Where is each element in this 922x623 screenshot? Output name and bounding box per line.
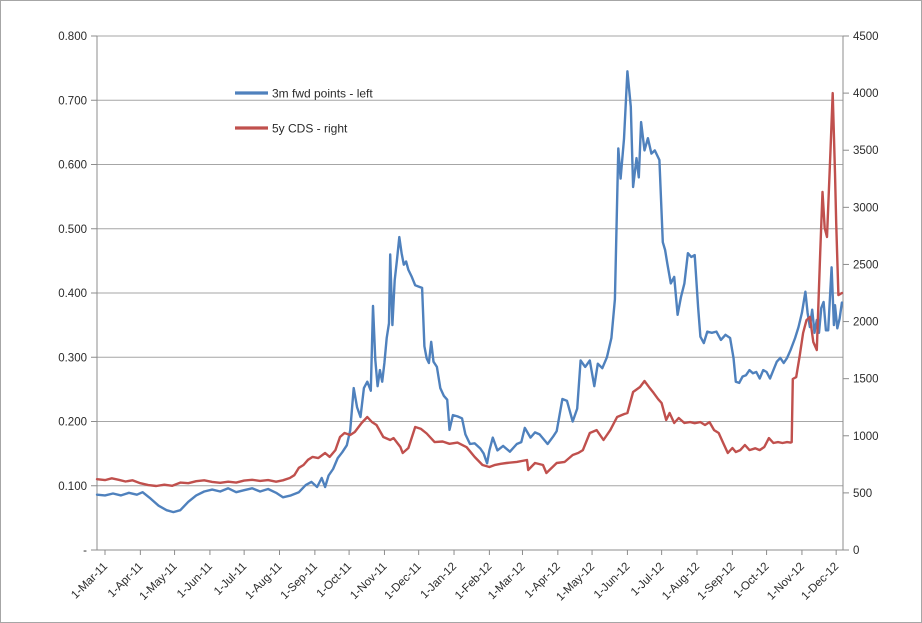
legend-label-cds: 5y CDS - right [272,122,348,136]
x-axis-tick-label: 1-Dec-11 [382,561,423,602]
x-axis-tick-label: 1-Jun-12 [592,561,633,602]
left-axis-tick-label: 0.300 [58,352,87,364]
x-axis-tick-label: 1-Aug-11 [243,561,284,602]
left-axis-tick-label: 0.800 [58,31,87,43]
plot-series [95,70,844,514]
axes [91,35,849,555]
series-line-fwd-points [95,70,844,514]
right-axis-tick-label: 500 [853,488,872,500]
x-axis-tick-label: 1-May-11 [137,561,179,603]
legend-label-fwd-points: 3m fwd points - left [272,87,373,101]
x-axis-tick-label: 1-Mar-11 [69,561,110,602]
x-axis-tick-label: 1-Jan-12 [419,561,460,602]
left-axis-tick-label: 0.500 [58,224,87,236]
left-axis-tick-label: 0.400 [58,288,87,300]
left-axis-tick-label: 0.700 [58,95,87,107]
left-axis-tick-label: 0.600 [58,160,87,172]
x-axis-tick-label: 1-Sep-11 [279,561,320,602]
x-axis-tick-label: 1-Dec-12 [799,561,841,603]
series-line-cds [95,91,844,488]
right-axis-tick-label: 1000 [853,431,879,443]
right-axis-tick-label: 3000 [853,202,879,214]
chart-legend: 3m fwd points - left 5y CDS - right [235,87,373,136]
x-axis-tick-labels: 1-Mar-111-Apr-111-May-111-Jun-111-Jul-11… [69,561,841,604]
x-axis-tick-label: 1-Jun-11 [175,561,215,601]
left-axis-tick-label: 0.200 [58,417,87,429]
left-axis-tick-label: 0.100 [58,481,87,493]
right-axis-tick-label: 2500 [853,259,879,271]
right-axis-tick-label: 3500 [853,145,879,157]
right-axis-tick-label: 0 [853,545,859,557]
x-axis-tick-label: 1-Mar-12 [486,561,527,602]
right-axis-tick-label: 4500 [853,31,879,43]
gridlines [97,35,843,487]
left-axis-tick-label: - [83,545,87,557]
right-axis-tick-label: 4000 [853,88,879,100]
x-axis-tick-label: 1-Sep-12 [696,561,738,603]
x-axis-tick-label: 1-Aug-12 [660,561,702,603]
right-axis-tick-labels: 4500 4000 3500 3000 2500 2000 1500 1000 500 0 [853,31,879,557]
left-axis-tick-labels: 0.800 0.700 0.600 0.500 0.400 0.300 0.200 0.100… [58,31,87,557]
right-axis-tick-label: 2000 [853,317,879,329]
right-axis-tick-label: 1500 [853,374,879,386]
